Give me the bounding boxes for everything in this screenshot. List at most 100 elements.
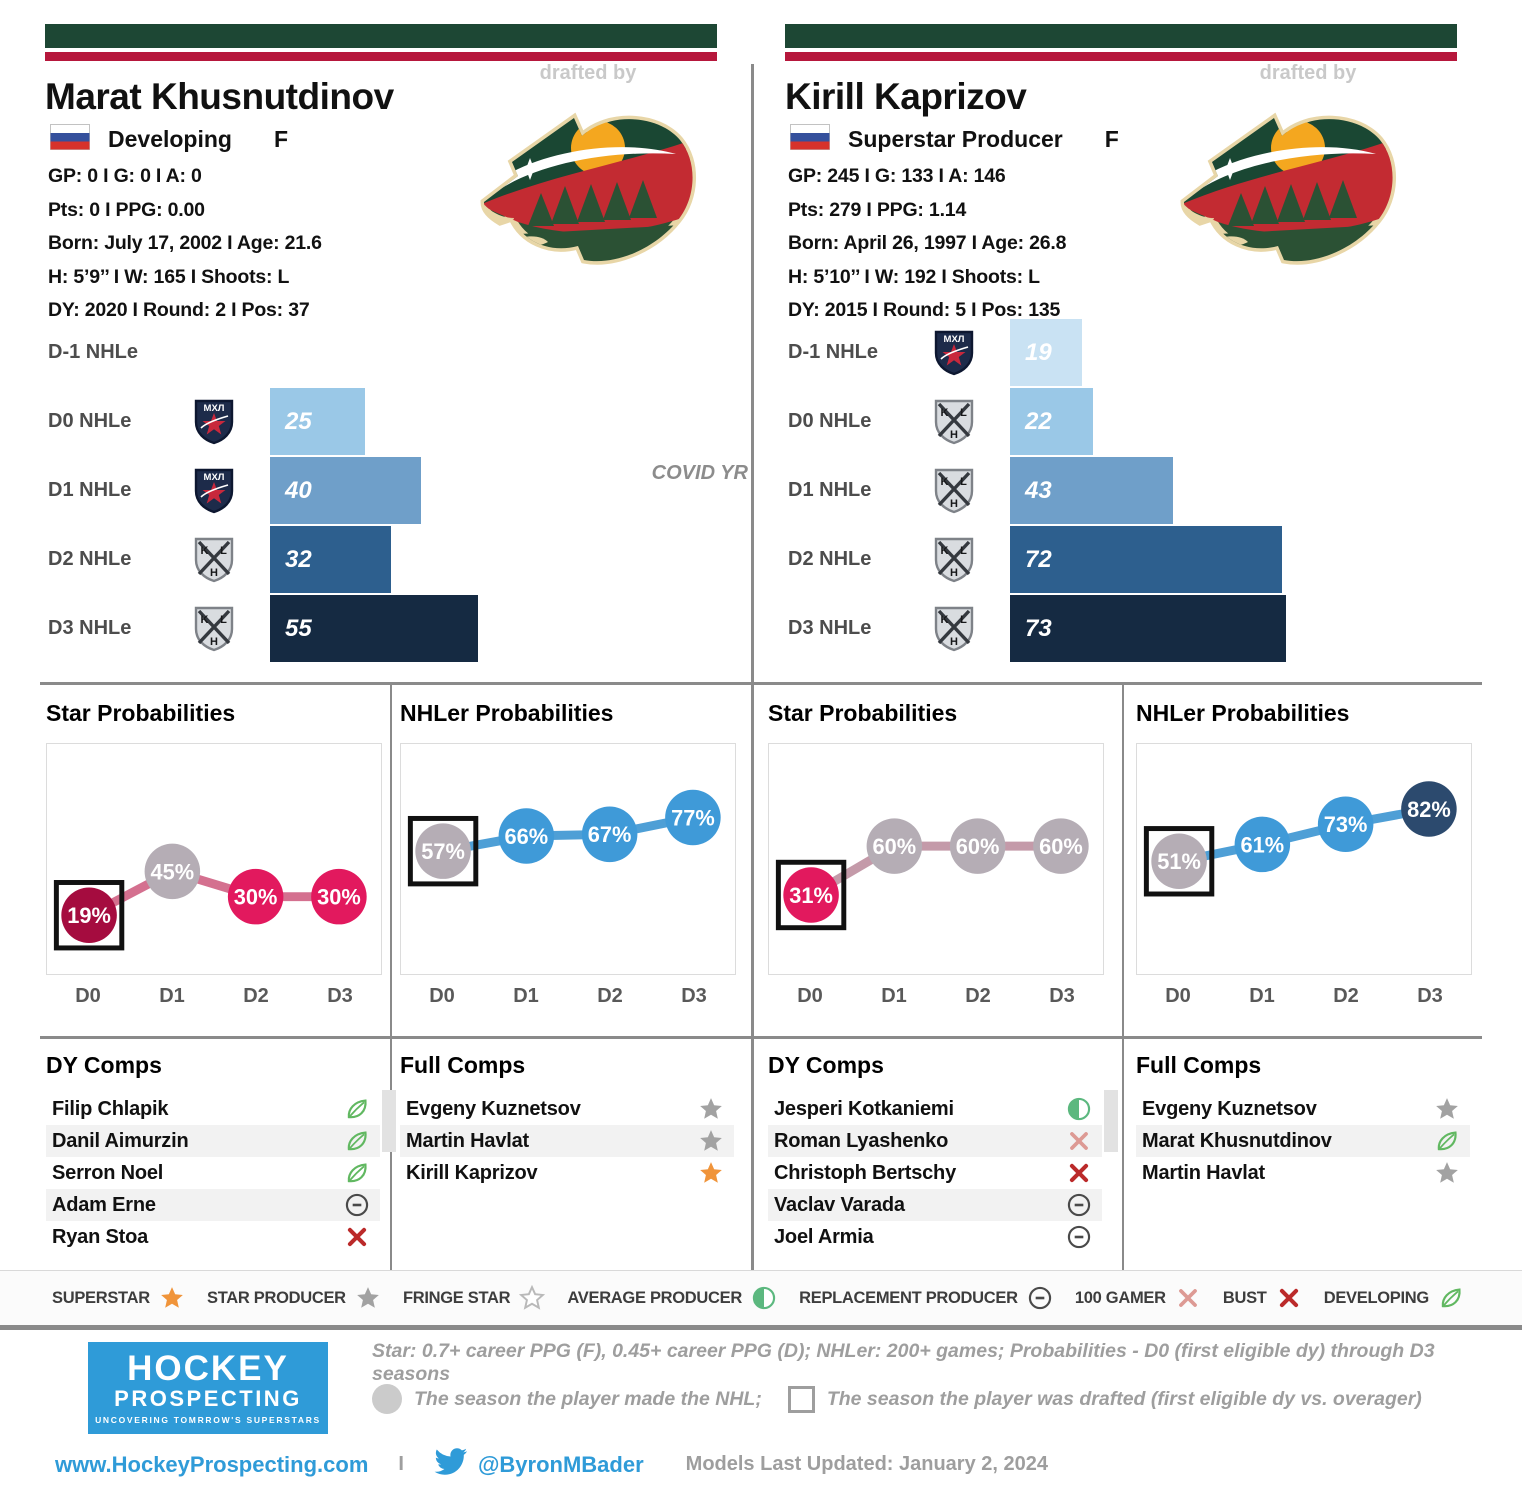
nhle-bar[interactable]: 32 — [270, 526, 391, 593]
legend-item: 100 GAMER — [1075, 1285, 1201, 1311]
stat-line: H: 5’9’’ I W: 165 I Shoots: L — [48, 265, 290, 288]
nhler-probabilities-card-left: NHLer Probabilities 57% 66% 67% 77% D0 D1 D2 D3 — [400, 700, 752, 1008]
covid-year-note: COVID YR — [651, 462, 748, 484]
nhle-bar[interactable]: 40 — [270, 457, 421, 524]
player-status: Developing — [108, 126, 232, 152]
nhle-bar[interactable]: 22 — [1010, 388, 1093, 455]
axis-label: D2 — [597, 985, 623, 1007]
nhle-row: D0 NHLe МХЛ 25 — [45, 387, 755, 456]
comp-row: Evgeny Kuznetsov — [1136, 1093, 1470, 1125]
nhle-bar[interactable]: 73 — [1010, 595, 1286, 662]
svg-text:K: K — [941, 407, 949, 419]
svg-text:30%: 30% — [234, 885, 278, 910]
team-stripe-red — [785, 52, 1457, 61]
comps-list: Evgeny Kuznetsov Martin Havlat Kirill Kapr… — [400, 1093, 734, 1189]
legend-item: FRINGE STAR — [403, 1285, 546, 1311]
legend-item: DEVELOPING — [1324, 1285, 1464, 1311]
player-name: Marat Khusnutdinov — [45, 76, 394, 117]
star-probabilities-card-left: Star Probabilities 19% 45% 30% 30% D0 D1 D2 D3 — [46, 700, 398, 1008]
comp-row: Joel Armia — [768, 1221, 1102, 1253]
svg-text:H: H — [950, 429, 958, 441]
drafted-note: The season the player was drafted (first… — [826, 1387, 1422, 1410]
nhle-bar[interactable]: 25 — [270, 388, 365, 455]
axis-label: D1 — [881, 985, 907, 1007]
probability-plot[interactable]: 57% 66% 67% 77% D0 D1 D2 D3 — [400, 743, 752, 1008]
player-status: Superstar Producer — [848, 126, 1063, 152]
svg-text:73%: 73% — [1324, 812, 1368, 837]
player-position: F — [273, 126, 289, 152]
star-outline-icon — [519, 1285, 546, 1311]
comp-row: Christoph Bertschy — [768, 1157, 1102, 1189]
khl-league-logo: K L H — [185, 536, 243, 584]
twitter-bird-icon — [434, 1448, 468, 1481]
scrollbar-thumb[interactable] — [1104, 1090, 1118, 1152]
star-orange-icon — [698, 1160, 724, 1186]
comp-player-name: Filip Chlapik — [52, 1097, 169, 1120]
nhle-bar-chart[interactable]: D-1 NHLe D0 NHLe МХЛ 25 D1 NHLe МХЛ 40 D2 N… — [45, 318, 755, 663]
star-gray-icon — [355, 1285, 381, 1311]
mhl-league-logo: МХЛ — [934, 330, 974, 375]
svg-text:K: K — [201, 614, 209, 626]
x-light-icon — [1066, 1128, 1092, 1154]
khl-league-logo: K L H — [925, 398, 983, 446]
leaf-icon — [1438, 1285, 1464, 1311]
link-separator: I — [398, 1453, 404, 1475]
nhle-row: D-1 NHLe — [45, 318, 755, 387]
nhle-bar[interactable]: 43 — [1010, 457, 1173, 524]
nhle-bar[interactable]: 55 — [270, 595, 478, 662]
svg-text:H: H — [950, 498, 958, 510]
legend-bar: SUPERSTAR STAR PRODUCER FRINGE STAR AVERAGE… — [0, 1270, 1522, 1330]
mhl-league-logo: МХЛ — [185, 467, 243, 515]
legend-label: SUPERSTAR — [52, 1288, 150, 1307]
axis-label: D3 — [327, 985, 353, 1007]
x-dark-icon — [1276, 1285, 1302, 1311]
nhle-bar-chart[interactable]: D-1 NHLe МХЛ 19 D0 NHLe K L H 22 D1 NHLe K… — [785, 318, 1495, 663]
comps-list: Filip Chlapik Danil Aimurzin Serron Noel Ad… — [46, 1093, 380, 1253]
comp-player-name: Ryan Stoa — [52, 1225, 149, 1248]
probability-plot-area[interactable]: 31% 60% 60% 60% — [768, 743, 1104, 975]
twitter-handle[interactable]: @ByronMBader — [477, 1451, 644, 1477]
star-probabilities-card-right: Star Probabilities 31% 60% 60% 60% D0 D1 D2 D3 — [768, 700, 1120, 1008]
svg-text:51%: 51% — [1157, 849, 1201, 874]
logo-text: HOCKEY — [127, 1348, 289, 1388]
leaf-icon — [344, 1096, 370, 1122]
nhle-bar[interactable]: 72 — [1010, 526, 1282, 593]
nhle-bar[interactable]: 19 — [1010, 319, 1082, 386]
probability-plot[interactable]: 31% 60% 60% 60% D0 D1 D2 D3 — [768, 743, 1120, 1008]
models-updated-label: Models Last Updated: January 2, 2024 — [685, 1453, 1048, 1475]
nhle-row: D2 NHLe K L H 72 — [785, 525, 1495, 594]
probability-plot[interactable]: 19% 45% 30% 30% D0 D1 D2 D3 — [46, 743, 398, 1008]
svg-text:МХЛ: МХЛ — [204, 472, 225, 483]
dy-comps-card-left: DY Comps Filip Chlapik Danil Aimurzin Serr… — [46, 1052, 398, 1253]
comp-row: Jesperi Kotkaniemi — [768, 1093, 1102, 1125]
comps-list: Jesperi Kotkaniemi Roman Lyashenko Christo… — [768, 1093, 1102, 1253]
probability-plot-area[interactable]: 19% 45% 30% 30% — [46, 743, 382, 975]
center-divider — [751, 64, 754, 1270]
stat-line: DY: 2015 I Round: 5 I Pos: 135 — [788, 299, 1061, 321]
probability-plot-area[interactable]: 57% 66% 67% 77% — [400, 743, 736, 975]
player-stats: GP: 0 I G: 0 I A: 0 Pts: 0 I PPG: 0.00 B… — [48, 160, 322, 328]
probability-plot-area[interactable]: 51% 61% 73% 82% — [1136, 743, 1472, 975]
stat-line: Pts: 279 I PPG: 1.14 — [788, 198, 967, 221]
probability-plot[interactable]: 51% 61% 73% 82% D0 D1 D2 D3 — [1136, 743, 1488, 1008]
comps-list: Evgeny Kuznetsov Marat Khusnutdinov Martin… — [1136, 1093, 1470, 1189]
card-title: Star Probabilities — [768, 700, 958, 726]
khl-league-logo: K L H — [934, 537, 974, 582]
circle-minus-icon — [1027, 1285, 1053, 1311]
comp-player-name: Marat Khusnutdinov — [1142, 1129, 1332, 1152]
nhle-row-label: D2 NHLe — [48, 548, 132, 570]
stat-line: Born: July 17, 2002 I Age: 21.6 — [48, 232, 322, 254]
comp-row: Martin Havlat — [400, 1125, 734, 1157]
scrollbar-thumb[interactable] — [382, 1090, 396, 1152]
made-nhl-circle-icon — [372, 1384, 402, 1414]
star-orange-icon — [159, 1285, 185, 1311]
comp-row: Vaclav Varada — [768, 1189, 1102, 1221]
khl-league-logo: K L H — [925, 536, 983, 584]
full-comps-card-left: Full Comps Evgeny Kuznetsov Martin Havlat… — [400, 1052, 752, 1189]
circle-minus-icon — [344, 1192, 370, 1218]
svg-text:L: L — [960, 614, 967, 626]
axis-label: D3 — [681, 985, 707, 1007]
full-comps-card-right: Full Comps Evgeny Kuznetsov Marat Khusnut… — [1136, 1052, 1488, 1189]
website-link[interactable]: www.HockeyProspecting.com — [55, 1451, 369, 1477]
legend-item: AVERAGE PRODUCER — [567, 1285, 777, 1311]
